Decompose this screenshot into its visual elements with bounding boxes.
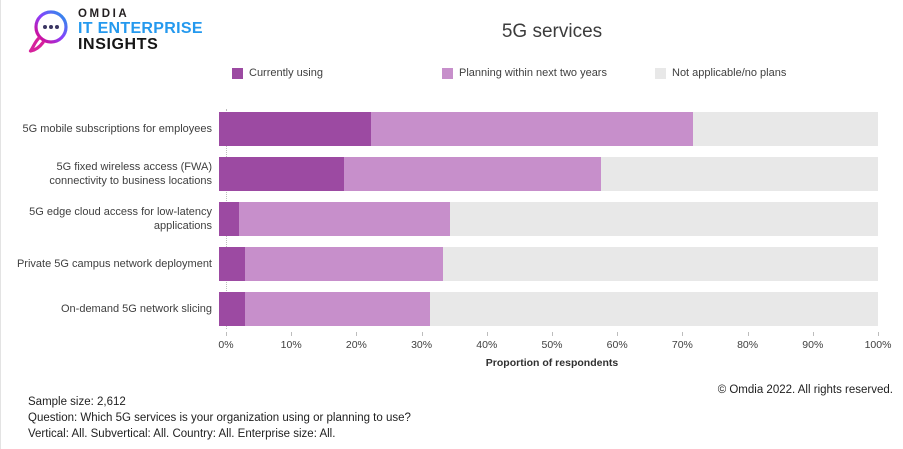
- bar-row: 5G fixed wireless access (FWA) connectiv…: [1, 157, 878, 191]
- bar-segment-planning: [238, 202, 450, 236]
- category-label: On-demand 5G network slicing: [60, 302, 212, 315]
- speech-bubble-icon: [25, 8, 71, 55]
- bar-segment-currently-using: [219, 202, 239, 236]
- bar-segment-currently-using: [219, 292, 246, 326]
- x-tick-mark: [421, 332, 423, 336]
- copyright-text: © Omdia 2022. All rights reserved.: [717, 384, 893, 396]
- x-tick-mark: [291, 332, 293, 336]
- legend-item-planning: Planning within next two years: [442, 67, 607, 79]
- logo-insights-text: INSIGHTS: [78, 36, 159, 54]
- x-tick-mark: [226, 332, 227, 336]
- chart-title: 5G services: [501, 21, 603, 42]
- bar-row: On-demand 5G network slicing: [1, 292, 878, 326]
- bar-segment-planning: [344, 157, 602, 191]
- x-tick-mark: [552, 332, 553, 336]
- bar-chart: 5G mobile subscriptions for employees 5G…: [1, 112, 878, 337]
- legend-label: Not applicable/no plans: [672, 67, 787, 79]
- bar-track: [219, 157, 878, 191]
- legend-label: Currently using: [249, 67, 323, 79]
- x-tick-label: 80%: [737, 339, 759, 351]
- footer-notes: Sample size: 2,612 Question: Which 5G se…: [28, 394, 411, 442]
- bar-segment-planning: [245, 247, 444, 281]
- bar-row: Private 5G campus network deployment: [1, 247, 878, 281]
- bar-row: 5G mobile subscriptions for employees: [1, 112, 878, 146]
- bar-track: [219, 112, 878, 146]
- logo-it-enterprise-text: IT ENTERPRISE: [78, 19, 203, 37]
- legend: Currently using Planning within next two…: [1, 67, 903, 83]
- sample-size-text: Sample size: 2,612: [28, 396, 126, 408]
- bar-segment-not-applicable: [443, 247, 878, 281]
- legend-swatch-planning: [442, 67, 453, 79]
- x-tick-label: 70%: [671, 339, 693, 351]
- x-tick-mark: [486, 332, 488, 336]
- filters-text: Vertical: All. Subvertical: All. Country…: [28, 428, 336, 440]
- bar-track: [219, 247, 878, 281]
- bar-segment-not-applicable: [449, 202, 878, 236]
- logo-omdia-text: OMDIA: [78, 7, 130, 20]
- bar-track: [219, 202, 878, 236]
- bar-segment-planning: [245, 292, 430, 326]
- bar-row: 5G edge cloud access for low-latency app…: [1, 202, 878, 236]
- x-tick-label: 50%: [541, 339, 563, 351]
- x-tick-mark: [878, 332, 879, 336]
- x-tick-label: 10%: [280, 339, 302, 351]
- x-tick-label: 0%: [218, 339, 234, 351]
- legend-swatch-currently-using: [232, 67, 243, 79]
- bar-segment-currently-using: [219, 157, 345, 191]
- x-axis-title: Proportion of respondents: [485, 357, 619, 369]
- category-label: Private 5G campus network deployment: [16, 257, 212, 270]
- bar-segment-currently-using: [219, 112, 371, 146]
- category-label: 5G edge cloud access for low-latency app…: [29, 205, 212, 232]
- legend-item-not-applicable: Not applicable/no plans: [655, 67, 786, 79]
- x-tick-label: 20%: [345, 339, 367, 351]
- category-label: 5G mobile subscriptions for employees: [22, 122, 212, 135]
- category-label: 5G fixed wireless access (FWA) connectiv…: [49, 160, 212, 187]
- x-axis: 0% 10% 20% 30% 40% 50% 60% 70% 80% 90% 100%: [218, 332, 891, 358]
- bar-track: [219, 292, 878, 326]
- logo-wordmark: OMDIA IT ENTERPRISE INSIGHTS: [78, 7, 203, 54]
- question-text: Question: Which 5G services is your orga…: [28, 412, 411, 424]
- bar-segment-not-applicable: [693, 112, 878, 146]
- x-tick-mark: [617, 332, 619, 336]
- x-tick-label: 40%: [476, 339, 498, 351]
- bar-segment-not-applicable: [601, 157, 878, 191]
- x-tick-label: 90%: [802, 339, 824, 351]
- legend-item-currently-using: Currently using: [232, 67, 323, 79]
- bar-segment-planning: [370, 112, 694, 146]
- bar-segment-currently-using: [219, 247, 246, 281]
- x-tick-mark: [812, 332, 814, 336]
- bar-segment-not-applicable: [429, 292, 878, 326]
- legend-label: Planning within next two years: [459, 67, 607, 79]
- x-tick-mark: [356, 332, 358, 336]
- x-tick-mark: [747, 332, 749, 336]
- x-tick-label: 30%: [411, 339, 433, 351]
- omdia-logo: OMDIA IT ENTERPRISE INSIGHTS: [25, 8, 203, 55]
- x-tick-label: 60%: [606, 339, 628, 351]
- x-tick-mark: [682, 332, 684, 336]
- x-tick-label: 100%: [864, 339, 892, 351]
- legend-swatch-not-applicable: [655, 67, 666, 79]
